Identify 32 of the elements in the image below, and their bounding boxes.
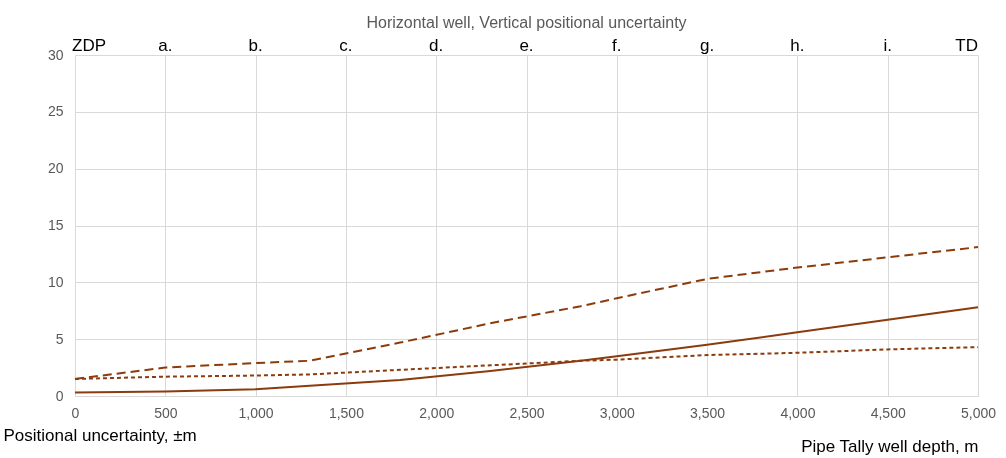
x-tick-label: 500 <box>154 404 178 421</box>
x-tick-label: 3,000 <box>599 404 636 421</box>
y-tick-label: 15 <box>47 217 64 233</box>
x-tick-label: 2,000 <box>419 404 455 421</box>
y-tick-label: 20 <box>47 160 64 177</box>
text: h. <box>790 36 805 55</box>
y-tick-label: 10 <box>47 273 64 290</box>
text: c. <box>339 36 353 55</box>
text: a. <box>158 36 173 55</box>
text: f. <box>612 36 622 55</box>
text: b. <box>248 36 263 55</box>
text: i. <box>883 36 892 55</box>
text: d. <box>429 36 444 55</box>
x-tick-label: 0 <box>71 404 80 421</box>
y-axis-title: Positional uncertainty, ±m <box>3 425 197 445</box>
text: ZDP <box>72 36 106 55</box>
x-tick-label: 4,500 <box>870 404 906 421</box>
y-tick-label: 5 <box>55 330 64 347</box>
x-tick-label: 2,500 <box>509 404 545 421</box>
chart-title: Horizontal well, Vertical positional uncertainty <box>366 14 687 31</box>
x-axis-title: Pipe Tally well depth, m <box>801 436 979 456</box>
text: e. <box>519 36 534 55</box>
y-tick-label: 30 <box>47 46 64 63</box>
x-tick-label: 4,000 <box>780 404 816 421</box>
x-tick-label: 3,500 <box>690 404 726 421</box>
x-tick-label: 1,000 <box>238 404 274 421</box>
x-tick-label: 5,000 <box>960 404 997 421</box>
y-tick-label: 0 <box>55 387 64 404</box>
text: TD <box>955 36 978 55</box>
x-tick-label: 1,500 <box>328 404 365 421</box>
y-tick-label: 25 <box>47 103 64 120</box>
text: g. <box>700 36 715 55</box>
